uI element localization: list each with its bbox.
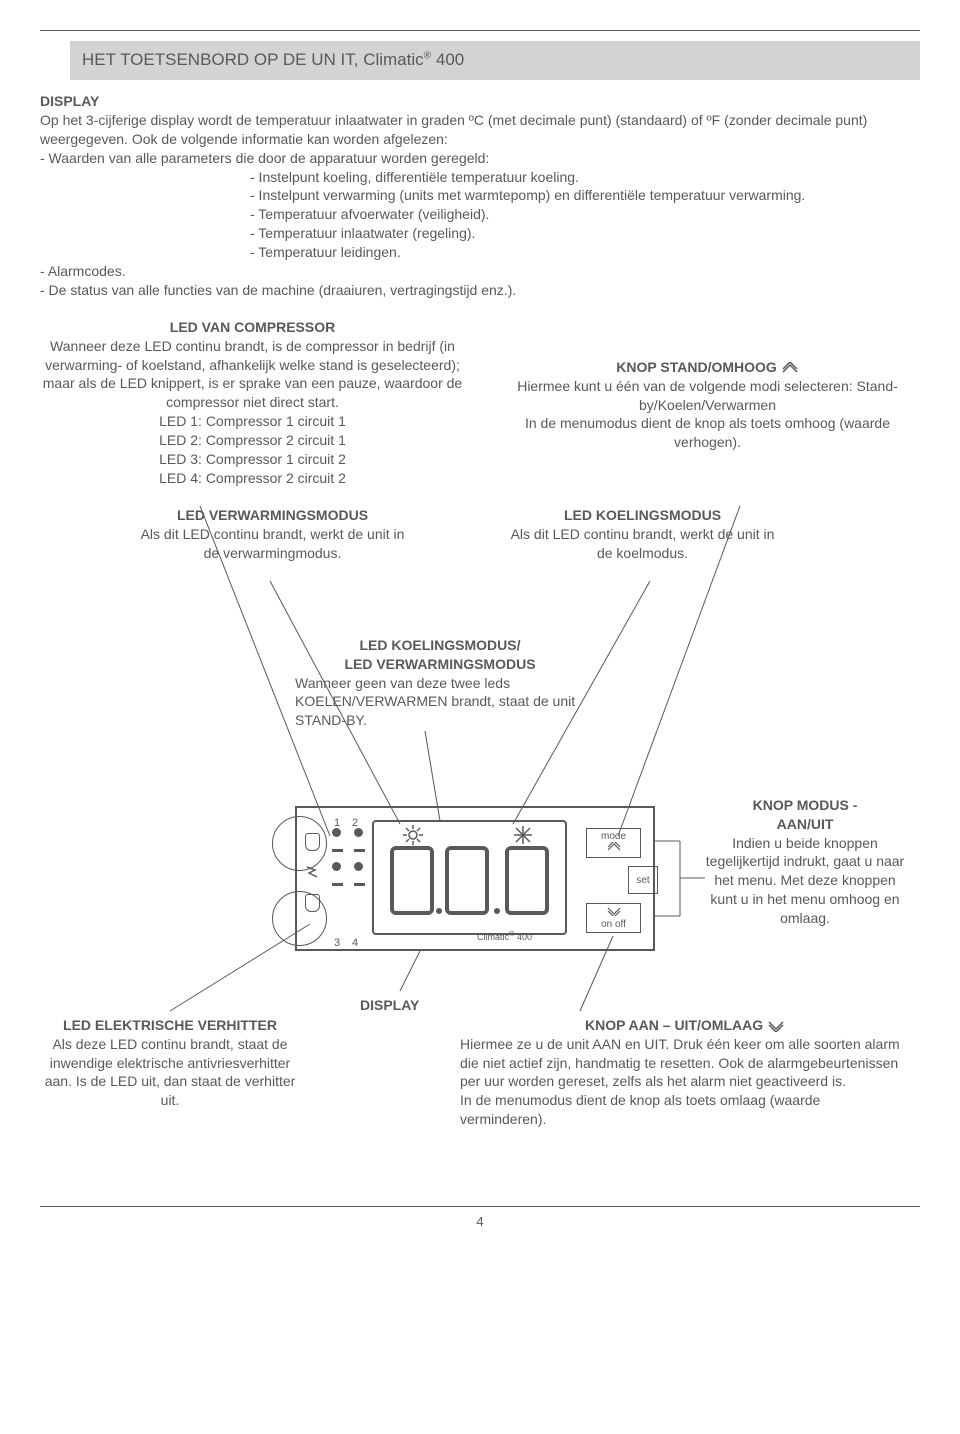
seven-segment-display	[387, 843, 557, 937]
led-dot-grid	[332, 828, 366, 891]
header-title-post: 400	[431, 50, 464, 69]
display-label: DISPLAY	[360, 996, 419, 1015]
onoff-button[interactable]: on off	[586, 903, 641, 933]
led-comp-l4: LED 4: Compressor 2 circuit 2	[40, 469, 465, 488]
header-bar: HET TOETSENBORD OP DE UN IT, Climatic® 4…	[70, 41, 920, 80]
display-b2: - Instelpunt verwarming (units met warmt…	[250, 186, 920, 205]
top-columns: LED VAN COMPRESSOR Wanneer deze LED cont…	[40, 318, 920, 488]
knop-modus-title1: KNOP MODUS -	[700, 796, 910, 815]
num-3: 3	[334, 936, 340, 951]
led-compressor-block: LED VAN COMPRESSOR Wanneer deze LED cont…	[40, 318, 465, 488]
mode-label: mode	[587, 831, 640, 842]
display-b1: - Instelpunt koeling, differentiële temp…	[250, 168, 920, 187]
diagram-area: LED VERWARMINGSMODUS Als dit LED continu…	[40, 506, 920, 1186]
knop-aan-title: KNOP AAN – UIT/OMLAAG	[585, 1017, 763, 1033]
page-number: 4	[40, 1206, 920, 1231]
led-dash	[354, 883, 365, 886]
led-dash	[332, 883, 343, 886]
header-title-pre: HET TOETSENBORD OP DE UN IT, Climatic	[82, 50, 424, 69]
chevron-down-icon	[767, 1020, 785, 1032]
display-status: - De status van alle functies van de mac…	[40, 281, 920, 300]
led-elek-block: LED ELEKTRISCHE VERHITTER Als deze LED c…	[40, 1016, 300, 1110]
chevron-down-icon	[606, 906, 622, 916]
display-b5: - Temperatuur leidingen.	[250, 243, 920, 262]
led-koel-block: LED KOELINGSMODUS Als dit LED continu br…	[510, 506, 775, 563]
led-both-block: LED KOELINGSMODUS/ LED VERWARMINGSMODUS …	[295, 636, 585, 730]
knop-stand-title: KNOP STAND/OMHOOG	[616, 359, 777, 375]
display-alarm: - Alarmcodes.	[40, 262, 920, 281]
circle-overlay-bottom	[272, 891, 327, 946]
knop-aan-body2: In de menumodus dient de knop als toets …	[460, 1091, 910, 1129]
knop-stand-body2: In de menumodus dient de knop als toets …	[495, 414, 920, 452]
led-both-title1: LED KOELINGSMODUS/	[295, 636, 585, 655]
led-elek-body: Als deze LED continu brandt, staat de in…	[40, 1035, 300, 1111]
led-verw-body: Als dit LED continu brandt, werkt de uni…	[140, 525, 405, 563]
display-heading: DISPLAY	[40, 92, 920, 111]
knop-aan-block: KNOP AAN – UIT/OMLAAG Hiermee ze u de un…	[460, 1016, 910, 1129]
knop-aan-body: Hiermee ze u de unit AAN en UIT. Druk éé…	[460, 1035, 910, 1092]
led-dot	[332, 828, 341, 837]
led-verw-title: LED VERWARMINGSMODUS	[140, 506, 405, 525]
knop-stand-block: KNOP STAND/OMHOOG Hiermee kunt u één van…	[495, 318, 920, 488]
led-verw-block: LED VERWARMINGSMODUS Als dit LED continu…	[140, 506, 405, 563]
display-params: - Waarden van alle parameters die door d…	[40, 149, 920, 168]
led-dash	[354, 849, 365, 852]
led-comp-l2: LED 2: Compressor 2 circuit 1	[40, 431, 465, 450]
set-button[interactable]: set	[628, 866, 658, 894]
device-brand: Climatic® 400	[477, 929, 532, 943]
led-dot	[354, 828, 363, 837]
led-comp-l3: LED 3: Compressor 1 circuit 2	[40, 450, 465, 469]
chevron-up-icon	[606, 842, 622, 852]
led-both-body: Wanneer geen van deze twee leds KOELEN/V…	[295, 674, 585, 731]
mode-button[interactable]: mode	[586, 828, 641, 858]
led-comp-l1: LED 1: Compressor 1 circuit 1	[40, 412, 465, 431]
led-elek-title: LED ELEKTRISCHE VERHITTER	[40, 1016, 300, 1035]
num-4: 4	[352, 936, 358, 951]
display-b4: - Temperatuur inlaatwater (regeling).	[250, 224, 920, 243]
knop-modus-block: KNOP MODUS - AAN/UIT Indien u beide knop…	[700, 796, 910, 928]
led-comp-body: Wanneer deze LED continu brandt, is de c…	[40, 337, 465, 413]
led-dot	[332, 862, 341, 871]
led-koel-body: Als dit LED continu brandt, werkt de uni…	[510, 525, 775, 563]
led-dash	[332, 849, 343, 852]
onoff-label: on off	[587, 919, 640, 930]
set-label: set	[629, 869, 657, 886]
display-intro: Op het 3-cijferige display wordt de temp…	[40, 111, 920, 149]
knop-modus-body: Indien u beide knoppen tegelijkertijd in…	[700, 834, 910, 928]
top-rule	[40, 30, 920, 31]
circle-overlay-top	[272, 816, 327, 871]
brand-post: 400	[515, 932, 533, 942]
chevron-up-icon	[781, 362, 799, 374]
brand-pre: Climatic	[477, 932, 509, 942]
led-dot	[354, 862, 363, 871]
display-b3: - Temperatuur afvoerwater (veiligheid).	[250, 205, 920, 224]
led-comp-title: LED VAN COMPRESSOR	[40, 318, 465, 337]
led-koel-title: LED KOELINGSMODUS	[510, 506, 775, 525]
knop-stand-body: Hiermee kunt u één van de volgende modi …	[495, 377, 920, 415]
display-section: DISPLAY Op het 3-cijferige display wordt…	[40, 92, 920, 300]
led-both-title2: LED VERWARMINGSMODUS	[295, 655, 585, 674]
device-panel: 1 2 3 4	[295, 806, 655, 951]
knop-modus-title2: AAN/UIT	[700, 815, 910, 834]
